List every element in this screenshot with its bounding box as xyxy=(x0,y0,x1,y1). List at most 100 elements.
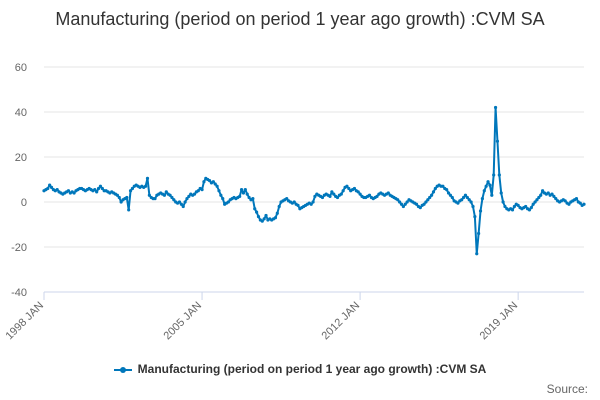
data-point xyxy=(414,202,419,206)
data-point xyxy=(484,184,488,188)
data-point xyxy=(367,193,372,197)
chart-title: Manufacturing (period on period 1 year a… xyxy=(55,9,545,29)
data-point xyxy=(347,186,351,191)
data-point xyxy=(296,203,300,207)
data-point xyxy=(431,190,436,194)
data-point xyxy=(398,200,402,204)
data-point xyxy=(285,197,289,201)
data-point xyxy=(441,184,445,188)
data-point xyxy=(221,197,225,201)
x-tick-label: 2005 JAN xyxy=(162,300,205,343)
data-point xyxy=(177,200,182,204)
data-point xyxy=(162,193,167,197)
data-point xyxy=(492,173,496,177)
legend-marker-icon xyxy=(113,365,132,375)
data-point xyxy=(510,208,515,212)
data-point xyxy=(330,190,334,194)
data-point xyxy=(433,186,437,191)
data-point xyxy=(475,252,479,256)
data-point xyxy=(292,200,296,204)
data-point xyxy=(245,192,249,196)
data-point xyxy=(450,195,454,200)
data-point xyxy=(422,202,426,206)
data-point xyxy=(430,193,434,197)
data-point xyxy=(238,194,242,198)
data-point xyxy=(181,204,185,209)
data-point xyxy=(341,189,345,193)
data-point xyxy=(480,197,484,201)
data-point xyxy=(503,204,507,209)
data-point xyxy=(219,193,223,197)
data-point xyxy=(187,194,191,198)
x-tick-label: 1998 JAN xyxy=(3,300,46,343)
data-point xyxy=(460,198,464,202)
data-point xyxy=(574,197,579,201)
data-point xyxy=(533,200,537,204)
data-point xyxy=(495,139,500,143)
data-point xyxy=(66,189,71,193)
data-point xyxy=(405,200,409,204)
data-point xyxy=(446,191,451,195)
data-point xyxy=(332,192,336,196)
data-point xyxy=(582,202,586,206)
series-line xyxy=(43,106,585,255)
data-point xyxy=(501,200,505,204)
data-point xyxy=(202,180,206,184)
y-tick-label: -20 xyxy=(11,242,27,254)
data-point xyxy=(213,182,217,186)
data-point xyxy=(426,198,430,202)
x-tick-label: 2012 JAN xyxy=(320,300,363,343)
data-point xyxy=(313,194,317,198)
data-point xyxy=(461,195,466,200)
data-point xyxy=(251,197,255,201)
data-point xyxy=(345,184,349,188)
y-tick-label: 0 xyxy=(21,197,27,209)
series-layer xyxy=(42,105,586,256)
data-point xyxy=(490,193,494,197)
data-point xyxy=(535,198,539,202)
data-point xyxy=(115,193,119,197)
chart-credits[interactable]: Source: xyxy=(546,382,588,396)
grid-layer xyxy=(44,66,584,248)
data-point xyxy=(537,195,541,200)
data-point xyxy=(226,200,230,204)
data-point xyxy=(130,186,135,191)
data-point xyxy=(516,203,520,207)
data-point xyxy=(401,204,405,209)
data-point xyxy=(499,191,503,195)
data-point xyxy=(311,200,315,204)
data-point xyxy=(127,208,131,212)
data-point xyxy=(375,194,379,198)
data-point xyxy=(473,215,477,219)
data-point xyxy=(527,208,532,212)
data-point xyxy=(46,186,50,191)
data-point xyxy=(49,185,54,189)
data-point xyxy=(335,195,340,200)
data-point xyxy=(153,197,157,201)
data-point xyxy=(98,184,103,188)
data-point xyxy=(546,191,550,195)
data-point xyxy=(358,192,362,196)
data-point xyxy=(424,200,428,204)
data-point xyxy=(183,200,187,204)
data-point xyxy=(328,194,332,198)
data-point xyxy=(247,195,251,200)
data-point xyxy=(273,216,278,220)
y-tick-label: 20 xyxy=(15,152,27,164)
data-point xyxy=(467,198,471,202)
data-point xyxy=(170,195,174,200)
data-point xyxy=(100,186,104,191)
data-point xyxy=(119,200,123,204)
data-point xyxy=(399,202,404,206)
data-point xyxy=(471,204,475,209)
data-point xyxy=(524,204,528,209)
data-point xyxy=(48,183,52,187)
x-tick-label: 2019 JAN xyxy=(478,300,521,343)
data-point xyxy=(256,215,261,219)
data-point xyxy=(320,195,325,200)
data-point xyxy=(207,179,212,183)
data-point xyxy=(95,190,99,194)
data-point xyxy=(477,231,481,236)
data-point xyxy=(144,184,148,188)
legend-item[interactable]: Manufacturing (period on period 1 year a… xyxy=(0,362,600,376)
